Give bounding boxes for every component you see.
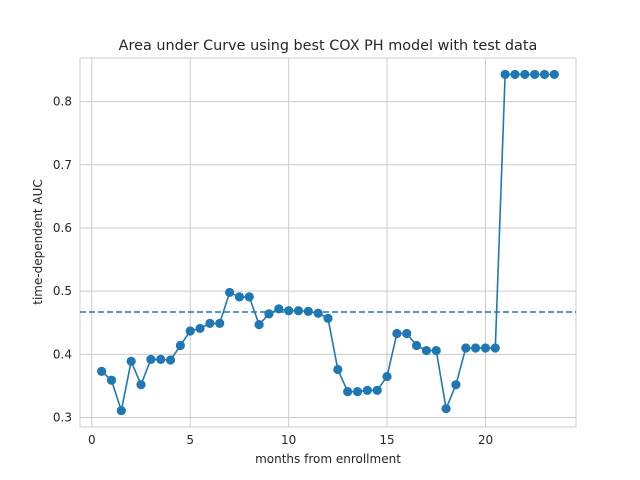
data-point xyxy=(549,69,559,80)
data-point xyxy=(510,69,520,80)
data-point xyxy=(530,69,540,80)
y-tick-label: 0.3 xyxy=(53,411,72,425)
y-tick-label: 0.8 xyxy=(53,95,72,109)
y-axis-label: time-dependent AUC xyxy=(31,179,45,305)
data-point xyxy=(539,69,550,80)
data-point xyxy=(392,328,402,339)
x-tick-label: 0 xyxy=(88,433,96,447)
data-point xyxy=(421,345,432,356)
data-point xyxy=(195,323,205,334)
data-point xyxy=(156,354,166,364)
data-point xyxy=(293,306,304,316)
y-tick-label: 0.6 xyxy=(53,221,72,235)
data-point xyxy=(274,304,284,314)
data-point xyxy=(461,343,471,353)
data-point xyxy=(126,356,136,366)
data-point xyxy=(185,326,195,336)
data-point xyxy=(116,405,126,416)
series-group xyxy=(97,69,559,416)
data-point xyxy=(372,385,382,395)
data-point xyxy=(254,320,264,330)
data-point xyxy=(431,345,441,356)
data-point xyxy=(284,306,294,316)
data-point xyxy=(451,380,461,390)
data-point xyxy=(343,387,353,397)
data-point xyxy=(352,387,363,397)
data-point xyxy=(146,354,156,364)
data-point xyxy=(490,343,500,353)
data-point xyxy=(234,292,245,302)
data-point xyxy=(106,375,117,385)
data-point xyxy=(244,292,254,302)
y-tick-labels: 0.3 0.4 0.5 0.6 0.7 0.8 xyxy=(53,95,72,425)
x-tick-label: 15 xyxy=(379,433,394,447)
data-point xyxy=(382,371,392,382)
x-axis-label: months from enrollment xyxy=(255,452,401,466)
data-point xyxy=(333,364,343,375)
data-point xyxy=(165,355,176,365)
data-point xyxy=(264,309,274,319)
data-point xyxy=(224,287,235,298)
x-tick-label: 10 xyxy=(281,433,296,447)
chart-title: Area under Curve using best COX PH model… xyxy=(119,38,538,54)
data-point xyxy=(313,308,323,318)
data-point xyxy=(323,313,333,323)
y-tick-label: 0.5 xyxy=(53,284,72,298)
data-point xyxy=(402,328,412,339)
data-point xyxy=(471,343,481,353)
data-point xyxy=(136,380,146,390)
data-point xyxy=(441,404,451,414)
grid-lines xyxy=(80,58,576,427)
y-tick-label: 0.7 xyxy=(53,158,72,172)
data-point xyxy=(175,340,185,351)
x-tick-label: 20 xyxy=(478,433,493,447)
data-point xyxy=(97,366,107,376)
data-point xyxy=(520,69,530,80)
data-point xyxy=(303,306,313,316)
data-point xyxy=(500,69,510,80)
data-point xyxy=(362,385,372,395)
y-tick-label: 0.4 xyxy=(53,347,72,361)
data-point xyxy=(480,343,491,353)
x-tick-labels: 0 5 10 15 20 xyxy=(88,433,493,447)
data-point xyxy=(411,340,422,351)
data-point xyxy=(215,318,225,328)
x-tick-label: 5 xyxy=(186,433,194,447)
data-point xyxy=(205,318,215,328)
plot-area xyxy=(79,57,577,428)
